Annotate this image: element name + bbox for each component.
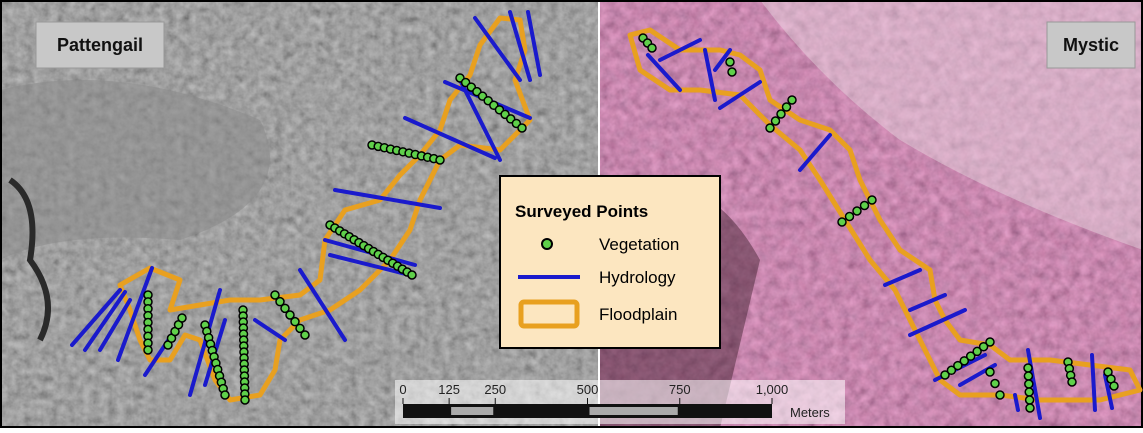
vegetation-point xyxy=(986,338,994,346)
vegetation-point xyxy=(178,314,186,322)
legend: Surveyed Points Vegetation Hydrology Flo… xyxy=(500,176,720,348)
scale-tick-label: 750 xyxy=(669,382,691,397)
vegetation-point xyxy=(1026,396,1034,404)
vegetation-point xyxy=(1068,378,1076,386)
vegetation-point xyxy=(996,391,1004,399)
scale-tick-label: 500 xyxy=(577,382,599,397)
vegetation-point xyxy=(861,202,869,210)
vegetation-point xyxy=(1026,404,1034,412)
scale-tick-label: 0 xyxy=(399,382,406,397)
vegetation-point xyxy=(783,103,791,111)
scale-tick-label: 250 xyxy=(484,382,506,397)
vegetation-point xyxy=(144,346,152,354)
vegetation-point xyxy=(436,156,444,164)
vegetation-point xyxy=(728,68,736,76)
vegetation-point xyxy=(868,196,876,204)
vegetation-point xyxy=(788,96,796,104)
vegetation-point xyxy=(766,124,774,132)
vegetation-point xyxy=(1110,382,1118,390)
vegetation-point xyxy=(1024,372,1032,380)
legend-symbol xyxy=(542,239,552,249)
scale-tick-label: 125 xyxy=(438,382,460,397)
scale-segment xyxy=(451,407,493,415)
vegetation-point xyxy=(301,331,309,339)
vegetation-point xyxy=(846,213,854,221)
vegetation-point xyxy=(648,44,656,52)
vegetation-point xyxy=(1025,388,1033,396)
vegetation-point xyxy=(1025,380,1033,388)
vegetation-point xyxy=(1024,364,1032,372)
panel-label: Mystic xyxy=(1063,35,1119,55)
vegetation-point xyxy=(991,380,999,388)
legend-label: Floodplain xyxy=(599,305,677,324)
legend-label: Vegetation xyxy=(599,235,679,254)
vegetation-point xyxy=(408,271,416,279)
legend-title: Surveyed Points xyxy=(515,202,648,221)
vegetation-point xyxy=(518,124,526,132)
vegetation-point xyxy=(772,117,780,125)
vegetation-point xyxy=(241,396,249,404)
vegetation-point xyxy=(838,218,846,226)
scale-segment xyxy=(590,407,678,415)
vegetation-point xyxy=(777,110,785,118)
vegetation-point xyxy=(853,207,861,215)
vegetation-point xyxy=(726,58,734,66)
scale-bar: Meters 0 125 250 500 750 1,000 xyxy=(395,380,845,424)
legend-symbol xyxy=(521,302,577,326)
legend-label: Hydrology xyxy=(599,268,676,287)
map: Pattengail Mystic Surveyed Points Vegeta… xyxy=(0,0,1143,428)
scale-tick-label: 1,000 xyxy=(756,382,789,397)
panel-label: Pattengail xyxy=(57,35,143,55)
vegetation-point xyxy=(986,368,994,376)
vegetation-point xyxy=(221,391,229,399)
scale-unit: Meters xyxy=(790,405,830,420)
